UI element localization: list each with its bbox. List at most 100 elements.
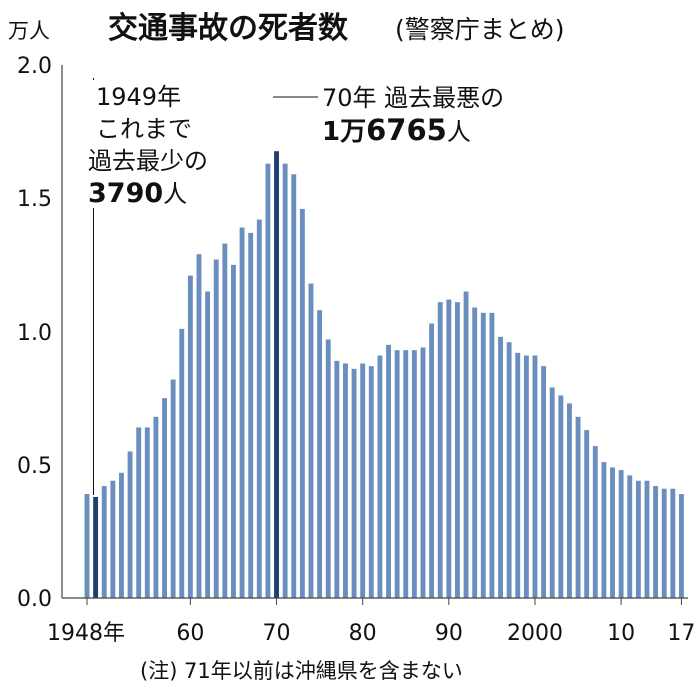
bar-1991 [455,302,460,598]
bar-1987 [420,347,426,598]
bar-1964 [222,243,228,598]
y-tick-label: 1.5 [17,187,52,212]
bar-1966 [239,227,245,598]
bar-1995 [489,312,495,598]
bar-2004 [566,403,572,598]
bar-2001 [541,366,547,598]
bar-1998 [515,352,521,598]
annotation-high: 70年 過去最悪の 1万6765人 [273,84,504,147]
y-ticks: 2.0 1.5 1.0 0.5 0.0 [17,54,52,612]
x-tick-label: 10 [607,621,635,646]
bar-2015 [661,488,667,599]
bar-2009 [610,467,615,598]
bar-1950 [101,486,107,598]
bar-1992 [463,291,469,598]
bar-1988 [429,323,435,598]
bar-1986 [411,350,417,598]
x-tick-label: 80 [349,621,377,646]
bar-series [84,151,684,599]
bar-1958 [170,379,176,598]
bar-2002 [549,387,555,598]
bar-1976 [325,339,331,598]
annotation-high-text: 70年 過去最悪の [322,84,504,112]
bar-1952 [119,472,124,598]
bar-1989 [437,302,443,598]
y-tick-label: 0.5 [17,454,52,479]
bar-1978 [343,363,348,598]
bar-1951 [110,480,116,598]
bar-1967 [248,232,254,598]
bar-2007 [592,446,598,599]
annotation-low-value: 3790 [88,178,163,209]
annotation-low-year: 1949年 [96,83,181,111]
bar-1954 [136,427,142,598]
annotation-low-unit: 人 [163,180,187,208]
bar-1975 [317,310,323,598]
x-tick-label: 1948年 [47,621,125,646]
bar-1982 [377,355,383,599]
bar-1983 [386,344,391,598]
annotation-high-value-a: 1万 [322,117,366,147]
x-tick-label: 60 [176,621,204,646]
bar-1959 [179,328,185,598]
svg-text:1万6765人: 1万6765人 [322,113,471,147]
bar-1957 [162,398,167,599]
bar-1965 [231,264,236,599]
bar-2012 [635,480,641,598]
bar-1996 [498,336,503,598]
bar-1969 [265,163,271,599]
annotation-high-value-b: 6765 [366,113,447,147]
svg-text:3790人: 3790人 [88,178,187,209]
bar-1960 [187,275,193,598]
bar-1979 [351,368,357,598]
bar-1962 [205,291,211,598]
bar-1968 [256,219,262,598]
bar-1993 [472,307,478,598]
bar-1973 [299,208,305,598]
bar-2011 [627,475,633,598]
y-tick-label: 0.0 [17,587,52,612]
bar-1981 [368,366,374,598]
bar-1971 [282,163,288,599]
bar-1984 [394,350,400,598]
bar-1972 [291,174,297,598]
bar-1961 [196,254,202,598]
bar-1997 [506,342,512,598]
annotation-high-unit: 人 [447,118,471,146]
chart-title: 交通事故の死者数 [108,11,349,46]
bar-1970 [274,151,279,598]
bar-2010 [618,470,624,598]
bar-2016 [670,488,676,599]
footnote: (注) 71年以前は沖縄県を含まない [140,659,463,683]
bar-1956 [153,416,159,598]
annotation-low: 1949年 これまで 過去最少の 3790人 [88,78,238,495]
annotation-low-text2: 過去最少の [88,147,208,175]
bar-1963 [213,259,219,598]
chart-subtitle: (警察庁まとめ) [395,15,565,44]
bar-1948 [84,494,90,598]
bar-1953 [127,451,133,598]
bar-1977 [334,360,340,598]
y-tick-label: 2.0 [17,54,52,79]
bar-1955 [144,427,150,598]
bar-2013 [644,480,650,598]
bar-1974 [308,283,314,598]
bar-2005 [575,416,581,598]
y-tick-label: 1.0 [17,321,52,346]
bar-2017 [678,494,684,598]
bar-1949 [93,497,99,598]
bar-1990 [446,299,452,598]
x-tick-label: 70 [263,621,291,646]
bar-1994 [480,312,486,598]
bar-2008 [601,462,607,598]
bar-2006 [584,430,590,599]
bar-2003 [558,395,564,598]
bar-1985 [403,350,409,598]
x-ticks: 1948年 60 70 80 90 2000 10 17 [47,598,695,646]
annotation-low-text1: これまで [96,115,192,143]
bar-2014 [653,486,659,598]
y-unit-label: 万人 [8,19,50,43]
bar-2000 [532,355,538,599]
bar-1999 [523,355,529,599]
